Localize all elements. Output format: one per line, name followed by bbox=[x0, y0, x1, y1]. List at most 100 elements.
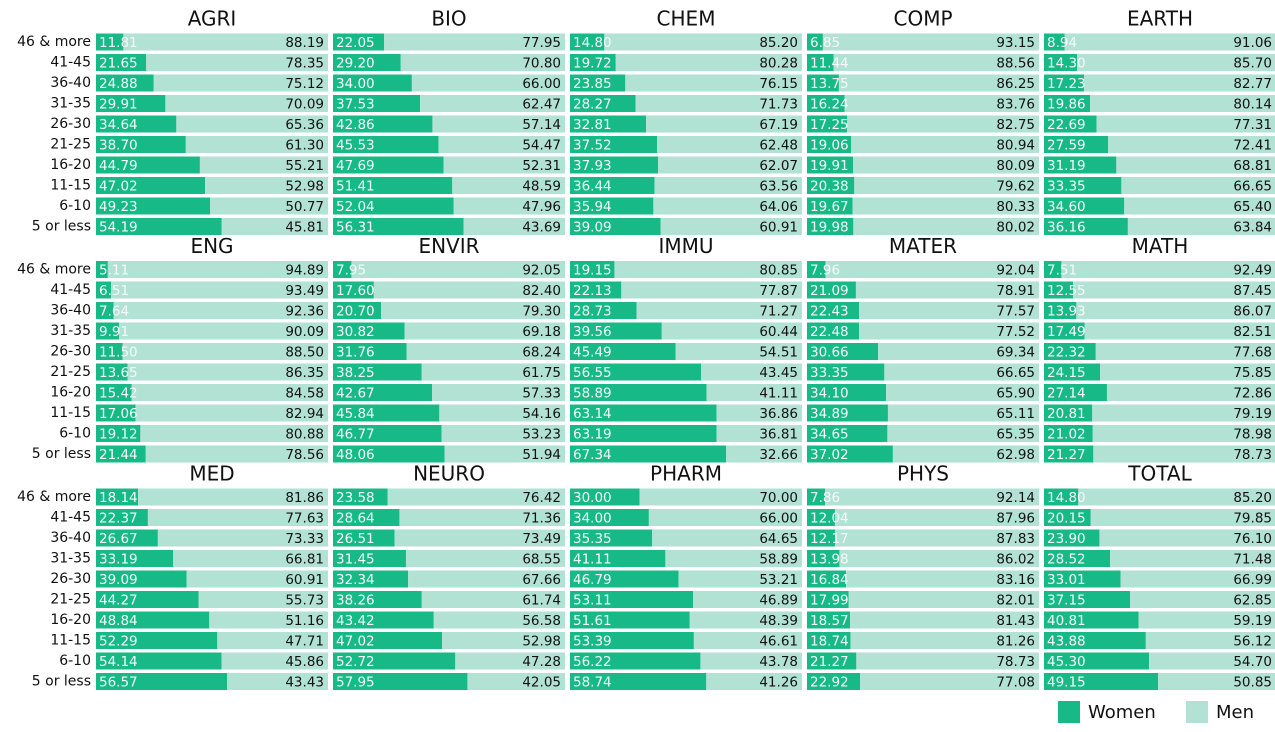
women-value-label: 45.49 bbox=[573, 345, 612, 361]
men-value-label: 48.59 bbox=[522, 179, 561, 195]
men-value-label: 94.89 bbox=[285, 263, 324, 279]
bar-segment bbox=[1044, 156, 1117, 174]
bar-segment bbox=[807, 488, 826, 506]
bar-segment bbox=[1044, 570, 1121, 588]
bar-segment bbox=[621, 281, 802, 299]
men-value-label: 78.56 bbox=[285, 447, 324, 463]
bar-segment bbox=[652, 529, 802, 547]
women-value-label: 16.24 bbox=[810, 97, 849, 113]
bar-segment bbox=[570, 33, 605, 51]
bar-segment bbox=[333, 673, 468, 690]
men-value-label: 43.69 bbox=[522, 220, 561, 236]
women-value-label: 21.27 bbox=[1047, 447, 1086, 463]
men-value-label: 51.94 bbox=[522, 447, 561, 463]
women-value-label: 56.55 bbox=[573, 365, 612, 381]
bar-segment bbox=[850, 632, 1039, 649]
women-value-label: 33.19 bbox=[99, 552, 138, 568]
bar-segment bbox=[1073, 281, 1275, 299]
bar-segment bbox=[855, 281, 1039, 299]
bar-segment bbox=[847, 115, 1039, 133]
bar-segment bbox=[387, 488, 565, 506]
bar-segment bbox=[807, 136, 852, 153]
women-value-label: 43.88 bbox=[1047, 634, 1086, 650]
women-value-label: 27.59 bbox=[1047, 138, 1086, 154]
bar-segment bbox=[700, 652, 802, 670]
bar-segment bbox=[333, 302, 382, 319]
bar-segment bbox=[854, 177, 1039, 194]
women-value-label: 34.64 bbox=[99, 117, 138, 133]
bar-segment bbox=[452, 177, 565, 194]
bar-segment bbox=[1110, 550, 1275, 567]
men-value-label: 76.42 bbox=[522, 490, 561, 506]
bar-segment bbox=[822, 33, 1039, 51]
men-value-label: 43.43 bbox=[285, 675, 324, 691]
men-value-label: 55.73 bbox=[285, 593, 324, 609]
women-value-label: 39.09 bbox=[99, 572, 138, 588]
men-value-label: 86.35 bbox=[285, 365, 324, 381]
women-value-label: 43.42 bbox=[336, 613, 375, 629]
bar-segment bbox=[853, 156, 1039, 174]
men-value-label: 66.65 bbox=[996, 365, 1035, 381]
bar-segment bbox=[657, 136, 802, 153]
bar-segment bbox=[807, 445, 893, 463]
bar-segment bbox=[570, 591, 694, 608]
bar-segment bbox=[138, 488, 328, 506]
bar-segment bbox=[570, 425, 717, 442]
men-value-label: 88.19 bbox=[285, 35, 324, 51]
bar-segment bbox=[657, 156, 802, 174]
women-value-label: 22.37 bbox=[99, 511, 138, 527]
category-label: 31-35 bbox=[50, 96, 91, 112]
men-value-label: 82.75 bbox=[996, 117, 1035, 133]
bar-segment bbox=[333, 281, 374, 299]
men-value-label: 77.52 bbox=[996, 324, 1035, 340]
women-value-label: 13.75 bbox=[810, 76, 849, 92]
women-value-label: 49.15 bbox=[1047, 675, 1086, 691]
bar-segment bbox=[807, 363, 885, 381]
bar-segment bbox=[443, 156, 565, 174]
women-value-label: 7.96 bbox=[810, 263, 840, 279]
bar-segment bbox=[1044, 54, 1078, 71]
bar-segment bbox=[333, 218, 464, 235]
women-value-label: 28.27 bbox=[573, 97, 612, 113]
women-value-label: 20.70 bbox=[336, 304, 375, 320]
bar-segment bbox=[1044, 33, 1065, 51]
men-value-label: 62.48 bbox=[759, 138, 798, 154]
bar-segment bbox=[570, 218, 661, 235]
bar-segment bbox=[570, 570, 679, 588]
bar-segment bbox=[96, 302, 114, 319]
women-value-label: 35.94 bbox=[573, 199, 612, 215]
men-value-label: 61.74 bbox=[522, 593, 561, 609]
bar-segment bbox=[333, 197, 454, 215]
men-value-label: 46.61 bbox=[759, 634, 798, 650]
men-value-label: 87.45 bbox=[1233, 283, 1272, 299]
men-value-label: 85.20 bbox=[1233, 490, 1272, 506]
men-value-label: 56.12 bbox=[1233, 634, 1272, 650]
women-value-label: 54.19 bbox=[99, 220, 138, 236]
bar-segment bbox=[856, 652, 1039, 670]
men-value-label: 80.85 bbox=[759, 263, 798, 279]
men-value-label: 87.83 bbox=[996, 531, 1035, 547]
bar-segment bbox=[333, 95, 421, 112]
women-value-label: 23.85 bbox=[573, 76, 612, 92]
women-value-label: 34.00 bbox=[573, 511, 612, 527]
bar-segment bbox=[1083, 74, 1275, 92]
women-value-label: 12.04 bbox=[810, 511, 849, 527]
category-label: 41-45 bbox=[50, 282, 91, 298]
women-value-label: 19.15 bbox=[573, 263, 612, 279]
bar-segment bbox=[835, 529, 1039, 547]
men-value-label: 36.86 bbox=[759, 406, 798, 422]
men-value-label: 80.09 bbox=[996, 158, 1035, 174]
men-value-label: 50.77 bbox=[285, 199, 324, 215]
bar-segment bbox=[333, 550, 406, 567]
bar-segment bbox=[646, 115, 802, 133]
men-value-label: 41.11 bbox=[759, 386, 798, 402]
bar-segment bbox=[140, 425, 328, 442]
bar-segment bbox=[1044, 322, 1085, 340]
men-value-label: 73.49 bbox=[522, 531, 561, 547]
bar-segment bbox=[887, 425, 1039, 442]
bar-segment bbox=[199, 156, 328, 174]
women-value-label: 13.65 bbox=[99, 365, 138, 381]
women-value-label: 49.23 bbox=[99, 199, 138, 215]
men-value-label: 71.36 bbox=[522, 511, 561, 527]
bar-segment bbox=[1044, 177, 1122, 194]
